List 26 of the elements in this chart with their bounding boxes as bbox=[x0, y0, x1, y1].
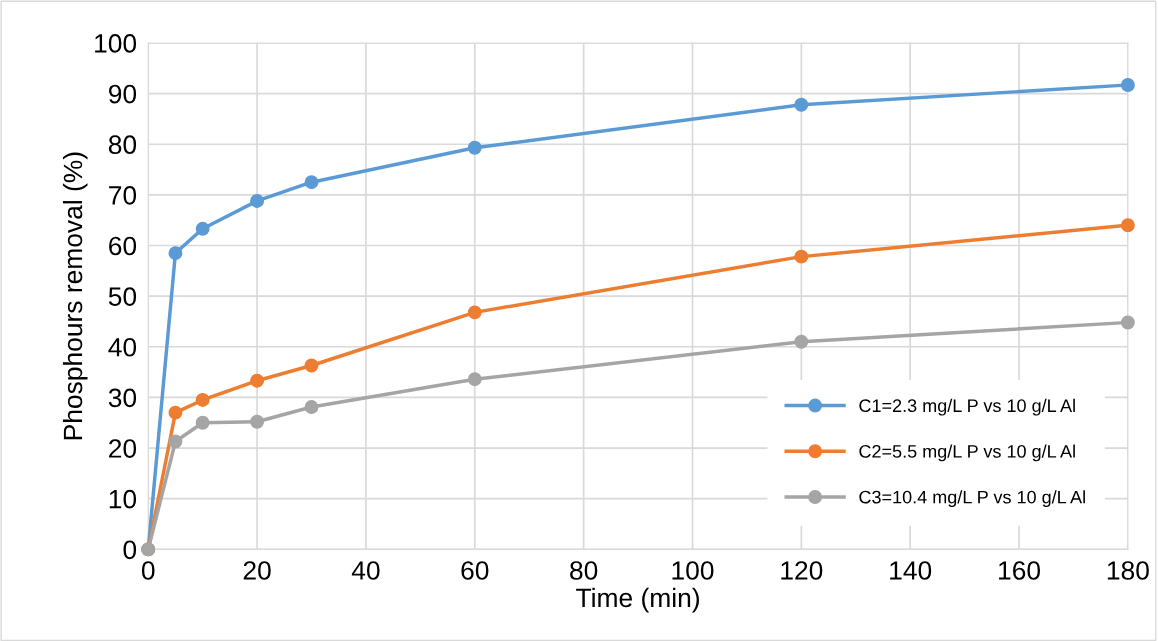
x-tick-label: 0 bbox=[141, 561, 155, 580]
y-tick-label: 0 bbox=[123, 540, 137, 560]
y-tick-label: 90 bbox=[109, 84, 137, 104]
x-tick-label: 140 bbox=[890, 561, 932, 580]
legend-label: C1=2.3 mg/L P vs 10 g/L Al bbox=[859, 398, 1075, 416]
y-tick-label: 50 bbox=[108, 287, 137, 306]
y-tick-label: 60 bbox=[109, 236, 137, 256]
y-tick-label: 80 bbox=[108, 135, 137, 155]
x-tick-label: 60 bbox=[461, 561, 489, 580]
x-tick-label: 160 bbox=[999, 561, 1041, 580]
x-tick-label: 40 bbox=[351, 561, 380, 580]
x-tick-label: 120 bbox=[781, 561, 823, 580]
y-tick-label: 30 bbox=[108, 388, 137, 408]
x-tick-label: 80 bbox=[570, 561, 598, 580]
legend-label: C2=5.5 mg/L P vs 10 g/L Al bbox=[859, 444, 1075, 462]
x-tick-label: 180 bbox=[1107, 561, 1149, 580]
y-tick-label: 70 bbox=[109, 186, 137, 205]
y-tick-label: 40 bbox=[108, 337, 137, 357]
x-axis-title: Time (min) bbox=[576, 587, 699, 613]
x-tick-label: 20 bbox=[243, 561, 271, 580]
y-tick-label: 100 bbox=[95, 34, 137, 53]
y-axis-title: Phosphours removal (%) bbox=[62, 152, 88, 440]
y-tick-label: 10 bbox=[109, 489, 137, 509]
legend-label: C3=10.4 mg/L P vs 10 g/L Al bbox=[859, 490, 1085, 508]
y-tick-label: 20 bbox=[109, 439, 137, 458]
x-tick-label: 100 bbox=[672, 561, 714, 580]
